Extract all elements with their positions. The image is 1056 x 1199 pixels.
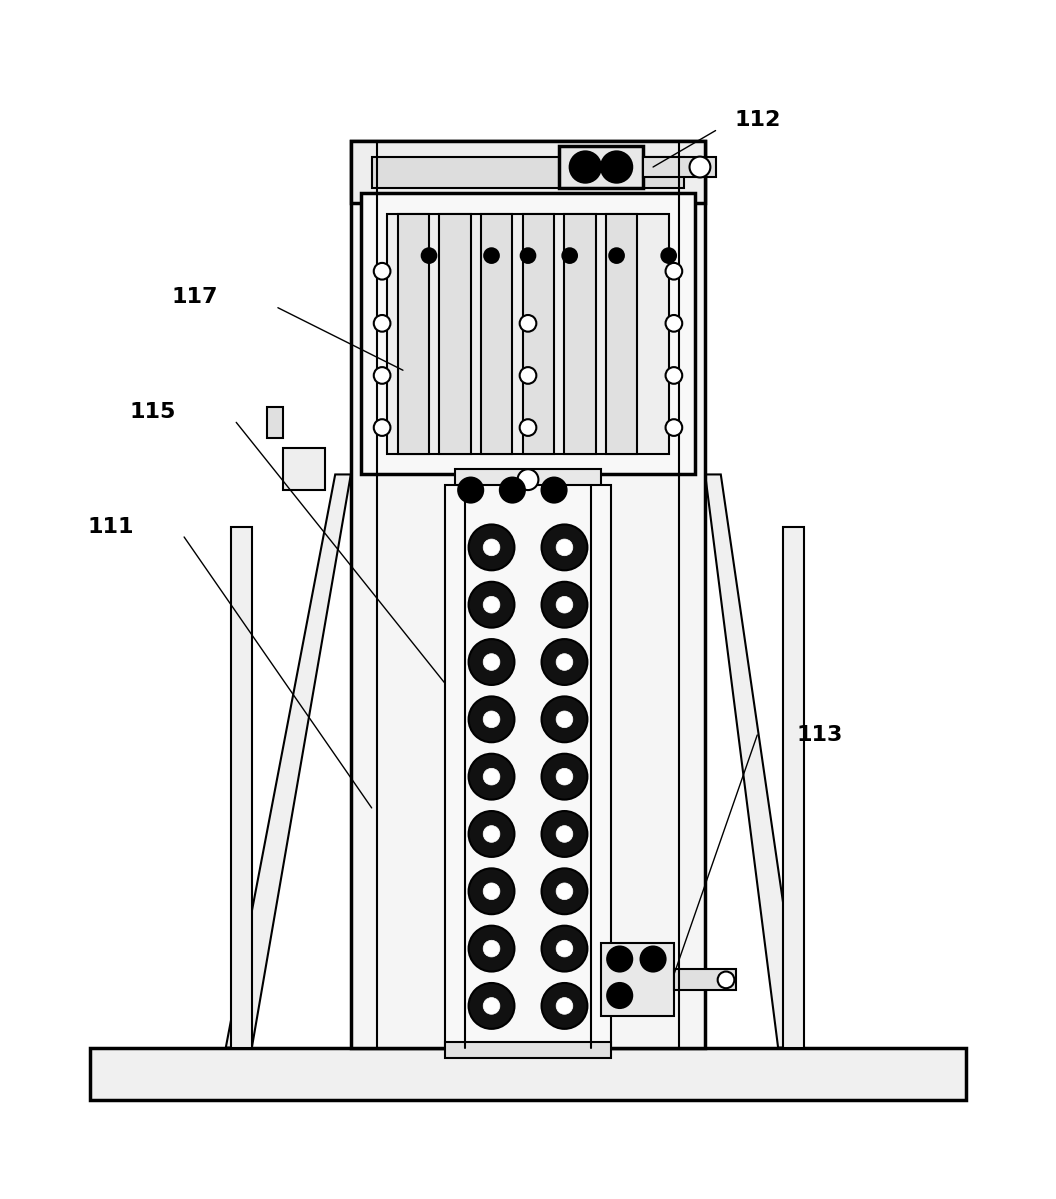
Bar [565, 213, 596, 453]
Circle shape [374, 315, 391, 332]
Circle shape [469, 926, 514, 971]
Circle shape [484, 596, 499, 613]
Bar [388, 213, 668, 453]
Circle shape [557, 998, 572, 1014]
Circle shape [542, 639, 587, 685]
Circle shape [601, 151, 633, 182]
Bar [351, 141, 705, 204]
Circle shape [517, 469, 539, 490]
Circle shape [557, 940, 572, 957]
Bar [231, 526, 251, 1048]
Bar [351, 141, 705, 1048]
Bar [674, 970, 736, 990]
Circle shape [484, 882, 499, 899]
Circle shape [665, 367, 682, 384]
Circle shape [557, 596, 572, 613]
Circle shape [542, 868, 587, 914]
Bar [445, 1042, 611, 1058]
Circle shape [665, 263, 682, 279]
Bar [361, 193, 695, 475]
Circle shape [607, 946, 633, 971]
Circle shape [609, 248, 624, 263]
Circle shape [563, 248, 577, 263]
Circle shape [374, 420, 391, 436]
Bar [398, 213, 429, 453]
Circle shape [520, 367, 536, 384]
Circle shape [374, 263, 391, 279]
Circle shape [690, 157, 711, 177]
Bar [643, 157, 716, 177]
Circle shape [542, 582, 587, 627]
Bar [439, 213, 471, 453]
Circle shape [542, 697, 587, 742]
Bar [482, 213, 512, 453]
Circle shape [374, 367, 391, 384]
Circle shape [607, 983, 633, 1008]
Circle shape [718, 971, 734, 988]
Circle shape [557, 711, 572, 728]
Text: 112: 112 [734, 110, 780, 131]
Circle shape [484, 711, 499, 728]
Circle shape [520, 315, 536, 332]
Circle shape [520, 420, 536, 436]
Bar [560, 146, 643, 188]
Text: 111: 111 [88, 517, 134, 536]
Circle shape [665, 420, 682, 436]
Circle shape [484, 998, 499, 1014]
Circle shape [485, 248, 498, 263]
Circle shape [557, 540, 572, 555]
Text: 115: 115 [130, 402, 176, 422]
Circle shape [458, 477, 484, 502]
Text: 117: 117 [171, 288, 218, 307]
Bar [784, 526, 805, 1048]
Bar [455, 469, 601, 506]
Polygon shape [705, 475, 805, 1048]
Circle shape [661, 248, 676, 263]
Circle shape [542, 754, 587, 800]
Circle shape [469, 983, 514, 1029]
Circle shape [557, 826, 572, 843]
Bar [91, 1048, 965, 1099]
Circle shape [557, 769, 572, 785]
Circle shape [484, 769, 499, 785]
Circle shape [665, 315, 682, 332]
Circle shape [484, 653, 499, 670]
Circle shape [469, 868, 514, 914]
Circle shape [542, 811, 587, 857]
Circle shape [557, 653, 572, 670]
Circle shape [569, 151, 601, 182]
Circle shape [521, 248, 535, 263]
Circle shape [499, 477, 525, 502]
Circle shape [641, 946, 665, 971]
Circle shape [542, 983, 587, 1029]
Bar [267, 406, 283, 438]
Bar [523, 213, 554, 453]
Circle shape [484, 540, 499, 555]
Circle shape [484, 826, 499, 843]
Bar [372, 157, 684, 188]
Circle shape [542, 524, 587, 571]
Bar [606, 213, 638, 453]
Circle shape [557, 882, 572, 899]
Circle shape [469, 811, 514, 857]
Circle shape [469, 639, 514, 685]
Circle shape [469, 524, 514, 571]
Circle shape [542, 926, 587, 971]
Circle shape [542, 477, 567, 502]
Bar [445, 484, 611, 1048]
Circle shape [469, 697, 514, 742]
Circle shape [484, 940, 499, 957]
Bar [283, 448, 325, 490]
Circle shape [421, 248, 436, 263]
Bar [601, 944, 674, 1017]
Text: 113: 113 [796, 725, 843, 745]
Circle shape [469, 754, 514, 800]
Polygon shape [226, 475, 351, 1048]
Circle shape [469, 582, 514, 627]
